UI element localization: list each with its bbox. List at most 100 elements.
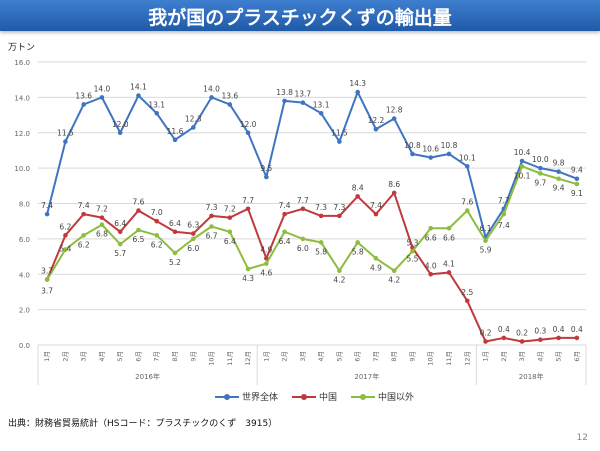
series-non-china-data-label: 4.2: [388, 276, 400, 285]
series-china-point: [373, 211, 379, 217]
series-china-point: [300, 206, 306, 212]
chart-legend: 世界全体 中国 中国以外: [215, 390, 414, 403]
x-tick-label: 4月: [317, 351, 325, 362]
y-tick-label: 12.0: [14, 130, 30, 138]
x-tick-label: 2月: [61, 351, 69, 362]
legend-swatch-china: [292, 393, 317, 400]
series-world-data-label: 10.8: [441, 141, 458, 150]
legend-item-non-china: 中国以外: [351, 390, 414, 403]
series-non-china-data-label: 5.9: [480, 246, 492, 255]
series-world-point: [117, 130, 123, 136]
series-world-point: [282, 98, 287, 104]
series-non-china-data-label: 5.3: [406, 238, 418, 247]
series-non-china-point: [300, 236, 306, 242]
series-china-data-label: 3.7: [41, 267, 53, 276]
series-world-point: [209, 95, 214, 100]
series-non-china-data-label: 6.5: [132, 235, 144, 244]
series-china-point: [574, 335, 580, 341]
series-non-china-data-label: 9.4: [553, 184, 565, 193]
series-non-china-point: [227, 229, 233, 235]
series-non-china-data-label: 6.4: [279, 237, 291, 246]
x-tick-label: 4月: [536, 351, 544, 362]
x-tick-label: 9月: [408, 351, 416, 362]
series-world-data-label: 9.8: [553, 159, 565, 168]
x-tick-label: 10月: [208, 351, 216, 366]
series-china-point: [446, 270, 452, 275]
series-china-data-label: 7.7: [242, 196, 254, 205]
series-world-point: [373, 126, 379, 132]
series-world-data-label: 14.1: [130, 83, 147, 92]
series-world-point: [81, 102, 86, 107]
series-non-china-point: [190, 236, 196, 242]
series-world-point: [556, 169, 561, 174]
series-non-china-data-label: 5.2: [169, 258, 181, 267]
y-tick-label: 6.0: [19, 236, 30, 244]
x-tick-label: 10月: [427, 351, 435, 366]
series-china-point: [483, 339, 488, 344]
series-china-data-label: 5.5: [406, 255, 418, 264]
series-world-data-label: 11.5: [331, 129, 348, 138]
series-non-china-data-label: 5.8: [315, 247, 327, 256]
series-world-point: [446, 151, 452, 157]
x-tick-label: 3月: [80, 351, 88, 362]
series-non-china-point: [501, 211, 507, 217]
series-china-data-label: 6.2: [59, 222, 71, 231]
series-non-china-data-label: 4.9: [370, 263, 382, 272]
series-non-china-data-label: 7.4: [498, 221, 510, 230]
series-china-data-label: 6.4: [169, 219, 181, 228]
year-label: 2016年: [135, 372, 160, 381]
series-non-china-data-label: 4.3: [242, 274, 254, 283]
series-china-point: [245, 206, 251, 212]
series-non-china-data-label: 6.0: [187, 244, 199, 253]
series-china-data-label: 7.6: [132, 198, 144, 207]
series-non-china-data-label: 9.1: [571, 189, 583, 198]
series-world-data-label: 6.1: [480, 224, 492, 233]
x-tick-label: 11月: [445, 351, 453, 366]
series-world-data-label: 14.0: [94, 84, 111, 93]
slide-header: 我が国のプラスチックくずの輸出量: [0, 0, 600, 31]
series-non-china-data-label: 6.6: [443, 233, 455, 242]
series-china-point: [282, 211, 287, 217]
series-non-china-point: [154, 233, 160, 238]
series-non-china-point: [44, 277, 50, 282]
series-non-china-point: [574, 181, 580, 187]
series-non-china-point: [337, 268, 342, 274]
series-world-point: [264, 174, 269, 180]
series-non-china-point: [373, 256, 379, 261]
series-non-china-point: [519, 164, 525, 169]
series-world-data-label: 10.4: [514, 148, 531, 157]
series-non-china-data-label: 5.4: [59, 244, 71, 253]
series-world-data-label: 10.6: [422, 145, 439, 154]
series-world-data-label: 12.2: [368, 116, 385, 125]
series-world-point: [428, 155, 434, 160]
y-tick-label: 8.0: [19, 201, 30, 209]
series-non-china-data-label: 9.7: [534, 178, 546, 187]
series-china-point: [355, 194, 360, 199]
series-world-data-label: 12.0: [112, 120, 129, 129]
series-world-point: [172, 137, 178, 143]
x-tick-label: 4月: [98, 351, 106, 362]
x-tick-label: 8月: [171, 351, 179, 362]
series-non-china-point: [556, 176, 561, 182]
series-world-point: [337, 139, 342, 144]
x-tick-label: 7月: [153, 351, 161, 362]
x-tick-label: 1月: [262, 351, 270, 362]
source-note: 出典：財務省貿易統計（HSコード：プラスチックのくず 3915）: [8, 419, 278, 429]
series-world-data-label: 10.8: [404, 141, 421, 150]
x-tick-label: 2月: [500, 351, 508, 362]
series-world-data-label: 13.6: [221, 91, 238, 100]
series-non-china-data-label: 6.2: [151, 240, 163, 249]
series-china-line: [46, 191, 577, 343]
series-non-china-data-label: 4.2: [333, 276, 345, 285]
series-china-point: [63, 233, 68, 238]
series-non-china-data-label: 6.2: [78, 240, 90, 249]
series-china-point: [172, 229, 178, 235]
series-world-data-label: 12.8: [386, 106, 403, 115]
series-china-point: [209, 213, 214, 219]
series-china-point: [136, 208, 141, 213]
x-tick-label: 9月: [189, 351, 197, 362]
series-china-data-label: 2.5: [461, 288, 473, 297]
series-world-data-label: 13.8: [276, 88, 293, 97]
y-tick-label: 16.0: [14, 59, 30, 67]
